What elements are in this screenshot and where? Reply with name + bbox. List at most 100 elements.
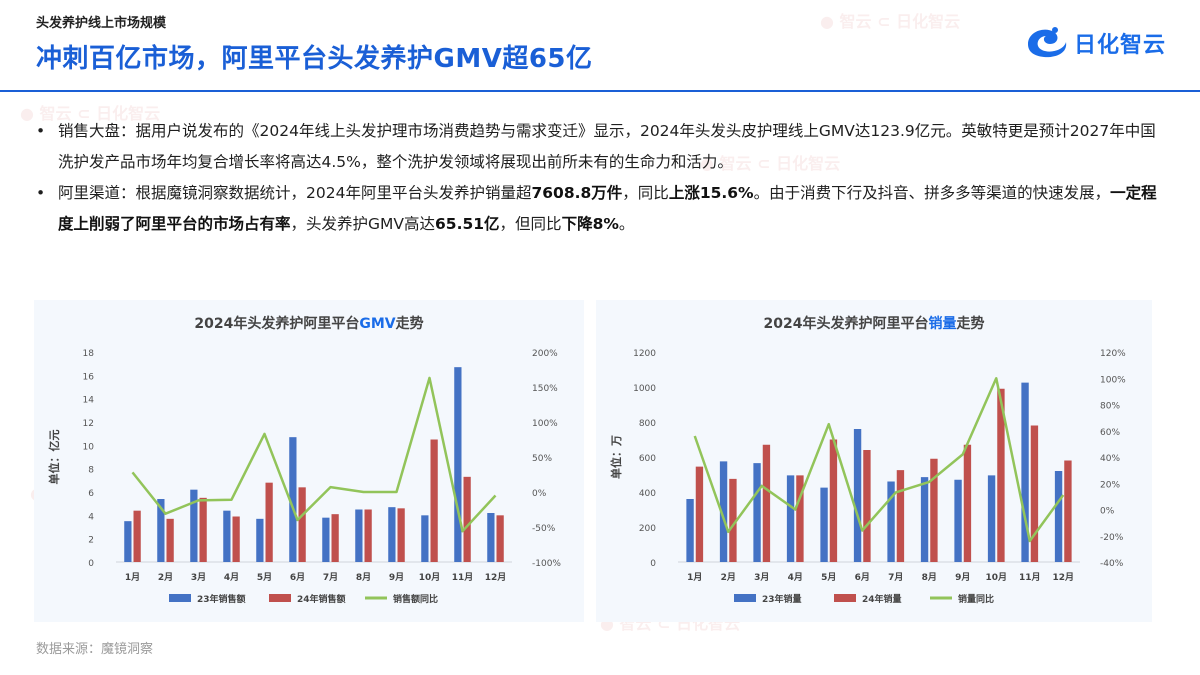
y-tick-label: 400 [639, 489, 656, 499]
y-tick-label: 4 [88, 512, 94, 522]
bar [364, 509, 372, 562]
bar [786, 475, 795, 562]
y2-tick-label: 20% [1100, 480, 1120, 490]
bar [388, 507, 396, 562]
x-tick-label: 10月 [419, 572, 441, 583]
bar [1064, 460, 1072, 562]
x-tick-label: 8月 [356, 572, 371, 583]
bar [1021, 382, 1029, 562]
x-tick-label: 12月 [485, 572, 507, 583]
y-tick-label: 6 [88, 489, 94, 499]
legend-label: 销售额同比 [393, 593, 438, 605]
legend-label: 23年销量 [762, 593, 802, 605]
bar [256, 518, 264, 562]
bar [853, 429, 862, 562]
bar [190, 489, 198, 562]
bullet-marker: • [36, 184, 46, 202]
bullet-segment: 。 [618, 215, 635, 233]
y-axis-label: 单位：亿元 [47, 430, 61, 485]
bar [232, 516, 240, 562]
y-tick-label: 1000 [633, 384, 656, 394]
x-tick-label: 11月 [452, 572, 474, 583]
bullet-text: 销售大盘：据用户说发布的《2024年线上头发护理市场消费趋势与需求变迁》显示，2… [58, 116, 1166, 178]
bar [397, 508, 405, 562]
x-tick-label: 5月 [257, 572, 272, 583]
bullet-body: 根据魔镜洞察数据统计，2024年阿里平台头发养护销量超7608.8万件，同比上涨… [58, 184, 1157, 233]
bullet-text: 阿里渠道：根据魔镜洞察数据统计，2024年阿里平台头发养护销量超7608.8万件… [58, 178, 1166, 240]
bar [166, 518, 174, 562]
x-tick-label: 7月 [888, 572, 903, 583]
legend-swatch [269, 594, 291, 602]
bar [997, 388, 1005, 562]
yoy-line [693, 377, 1065, 543]
x-tick-label: 3月 [754, 572, 769, 583]
chart-title: 2024年头发养护阿里平台销量走势 [764, 315, 985, 332]
bar [331, 514, 339, 562]
bar [1054, 471, 1063, 562]
yoy-line [131, 376, 497, 533]
bullet-marker: • [36, 122, 46, 140]
x-tick-label: 1月 [125, 572, 140, 583]
bar [1030, 425, 1039, 562]
x-tick-label: 10月 [985, 572, 1007, 583]
x-tick-label: 2月 [721, 572, 736, 583]
bullet-segment: 根据魔镜洞察数据统计，2024年阿里平台头发养护销量超 [135, 184, 532, 202]
y2-tick-label: 150% [532, 384, 558, 394]
x-tick-label: 12月 [1052, 572, 1074, 583]
y-tick-label: 200 [639, 524, 656, 534]
bullet-segment: ，但同比 [499, 215, 562, 233]
bar [887, 481, 895, 562]
y-tick-label: 14 [83, 396, 95, 406]
y2-tick-label: -20% [1100, 533, 1124, 543]
y2-tick-label: 0% [532, 489, 547, 499]
bullet-segment: ，头发养护GMV高达 [290, 215, 436, 233]
chart-title-part: 2024年头发养护阿里平台 [764, 315, 929, 332]
bar [796, 475, 804, 562]
bar [762, 444, 771, 562]
legend-label: 24年销量 [862, 593, 902, 605]
page-title: 冲刺百亿市场，阿里平台头发养护GMV超65亿 [36, 44, 593, 74]
bullet-highlight: 下降8% [561, 215, 619, 233]
section-label: 头发养护线上市场规模 [36, 16, 167, 31]
bar [829, 439, 838, 562]
bar [820, 487, 828, 562]
bullet-body: 据用户说发布的《2024年线上头发护理市场消费趋势与需求变迁》显示，2024年头… [58, 122, 1156, 171]
brand-logo: 日化智云 [1024, 24, 1166, 62]
bar [124, 521, 132, 562]
chart-title-part: 销量 [928, 315, 956, 332]
legend-swatch [834, 594, 856, 602]
y2-tick-label: -50% [532, 524, 556, 534]
bullet-item: • 销售大盘：据用户说发布的《2024年线上头发护理市场消费趋势与需求变迁》显示… [36, 116, 1166, 178]
bar [920, 477, 929, 562]
x-tick-label: 5月 [821, 572, 836, 583]
bar [463, 476, 471, 562]
legend-label: 23年销售额 [197, 593, 246, 605]
bar [157, 499, 165, 562]
y2-tick-label: 100% [1100, 375, 1126, 385]
bar [298, 487, 306, 562]
bullet-highlight: 7608.8万件 [531, 184, 623, 202]
bullet-highlight: 65.51亿 [435, 215, 500, 233]
bullet-highlight: 一定程度上削弱了阿里平台的市场占有率 [58, 184, 1157, 233]
chart-title-part: 走势 [396, 315, 424, 332]
bar [199, 497, 207, 562]
volume-chart-panel: 2024年头发养护阿里平台销量走势 单位：万 0 200 400 600 800 1000 12… [596, 300, 1152, 622]
brand-logo-text: 日化智云 [1073, 33, 1166, 58]
y-tick-label: 18 [83, 349, 95, 359]
y-tick-label: 10 [83, 442, 95, 452]
bullet-segment: 据用户说发布的《2024年线上头发护理市场消费趋势与需求变迁》显示，2024年头… [58, 122, 1156, 171]
bar [930, 458, 938, 562]
bullet-item: • 阿里渠道：根据魔镜洞察数据统计，2024年阿里平台头发养护销量超7608.8… [36, 178, 1166, 240]
bar [223, 510, 231, 562]
brand-logo-icon [1024, 24, 1068, 62]
x-tick-label: 3月 [191, 572, 206, 583]
bar [686, 499, 694, 562]
chart-title-part: 走势 [956, 315, 984, 332]
y-axis-label: 单位：万 [609, 435, 623, 479]
bar [863, 450, 871, 562]
x-tick-label: 9月 [955, 572, 970, 583]
title-divider [0, 90, 1200, 92]
watermark: ● 智云 ⊂ 日化智云 [820, 12, 961, 31]
bar [896, 470, 905, 562]
